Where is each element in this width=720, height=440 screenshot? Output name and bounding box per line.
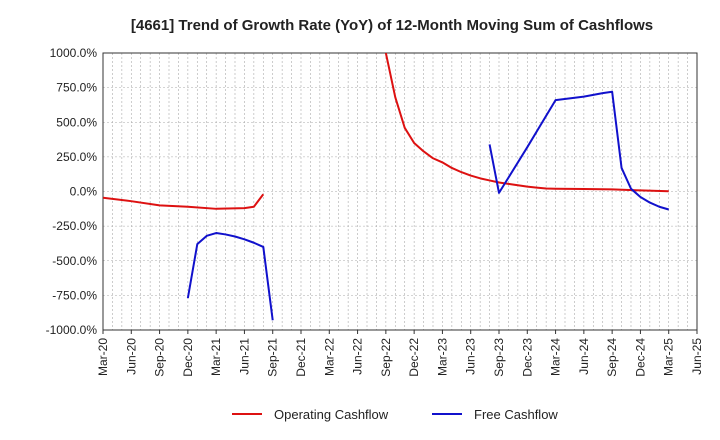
x-tick-label: Dec-20 [181,338,195,377]
x-tick-label: Mar-24 [549,338,563,376]
x-tick-label: Mar-25 [662,338,676,376]
x-tick-label: Sep-24 [605,338,619,377]
x-tick-label: Jun-25 [690,338,704,375]
x-tick-label: Dec-22 [407,338,421,377]
legend: Operating Cashflow Free Cashflow [232,407,558,422]
x-tick-label: Dec-23 [520,338,534,377]
legend-label: Free Cashflow [474,407,558,422]
x-tick-label: Jun-24 [577,338,591,375]
x-tick-label: Jun-20 [124,338,138,375]
x-tick-label: Mar-21 [209,338,223,376]
y-tick-label: -250.0% [52,219,97,233]
x-tick-label: Jun-21 [237,338,251,375]
x-tick-label: Sep-20 [153,338,167,377]
grid [102,52,698,331]
x-tick-label: Mar-22 [322,338,336,376]
y-tick-label: 0.0% [70,185,98,199]
chart-title: [4661] Trend of Growth Rate (YoY) of 12-… [131,17,653,34]
series-line-operating-cashflow [103,193,265,210]
x-tick-label: Jun-22 [351,338,365,375]
y-tick-label: -750.0% [52,288,97,302]
y-tick-label: 250.0% [56,150,97,164]
series-line-operating-cashflow [384,53,669,193]
y-axis-labels: 1000.0% 750.0% 500.0% 250.0% 0.0% -250.0% -500… [46,46,98,337]
x-tick-label: Sep-23 [492,338,506,377]
series-line-free-cashflow [186,232,274,321]
series-lines [103,53,669,321]
axes [102,52,698,334]
x-tick-label: Sep-22 [379,338,393,377]
x-tick-label: Mar-20 [96,338,110,376]
series-line-free-cashflow [488,90,669,211]
x-axis-labels: Mar-20 Jun-20 Sep-20 Dec-20 Mar-21 Jun-21 Sep-… [96,338,704,377]
y-tick-label: 1000.0% [50,46,98,60]
y-tick-label: -500.0% [52,254,97,268]
y-tick-label: 500.0% [56,115,97,129]
y-tick-label: 750.0% [56,81,97,95]
x-tick-label: Jun-23 [464,338,478,375]
x-tick-label: Dec-21 [294,338,308,377]
x-tick-label: Dec-24 [633,338,647,377]
plot-frame [102,52,698,331]
legend-label: Operating Cashflow [274,407,389,422]
x-tick-label: Mar-23 [435,338,449,376]
y-tick-label: -1000.0% [46,323,98,337]
x-tick-label: Sep-21 [266,338,280,377]
